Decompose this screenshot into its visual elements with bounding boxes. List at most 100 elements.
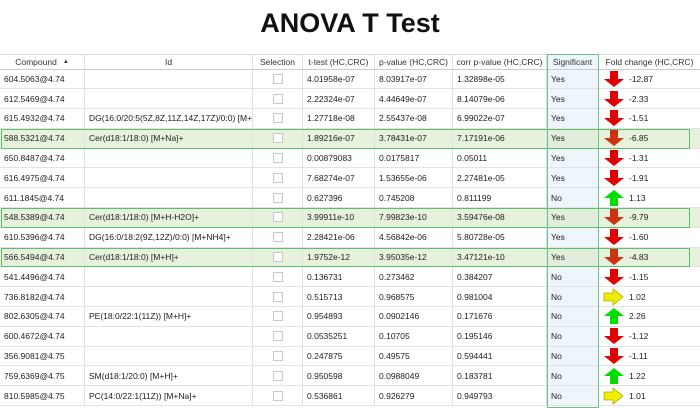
t-test-cell: 0.00879083 [303, 148, 375, 168]
table-row[interactable]: 616.4975@4.74 7.68274e-07 1.53655e-06 2.… [0, 168, 700, 189]
selection-cell [253, 128, 303, 148]
column-header-compound[interactable]: Compound ▲ [0, 55, 85, 69]
selection-checkbox[interactable] [272, 390, 283, 401]
id-cell [85, 188, 253, 208]
selection-checkbox[interactable] [272, 172, 283, 183]
selection-checkbox[interactable] [272, 93, 283, 104]
selection-checkbox[interactable] [272, 153, 283, 164]
table-row[interactable]: 650.8487@4.74 0.00879083 0.0175817 0.050… [0, 148, 700, 169]
selection-checkbox[interactable] [272, 252, 283, 263]
selection-cell [253, 168, 303, 188]
selection-checkbox[interactable] [272, 331, 283, 342]
table-row[interactable]: 566.5494@4.74 Cer(d18:1/18:0) [M+H]+ 1.9… [0, 247, 700, 268]
corr-p-value-cell: 0.981004 [453, 287, 547, 307]
corr-p-value-cell: 0.171676 [453, 307, 547, 326]
compound-cell: 810.5985@4.75 [0, 386, 85, 406]
table-row[interactable]: 611.1845@4.74 0.627396 0.745208 0.811199… [0, 188, 700, 209]
column-header-t-test[interactable]: t-test (HC,CRC) [303, 55, 375, 69]
table-row[interactable]: 604.5063@4.74 4.01958e-07 8.03917e-07 1.… [0, 69, 700, 90]
table-row[interactable]: 612.5469@4.74 2.22324e-07 4.44649e-07 8.… [0, 89, 700, 110]
selection-checkbox[interactable] [272, 291, 283, 302]
table-row[interactable]: 588.5321@4.74 Cer(d18:1/18:0) [M+Na]+ 1.… [0, 128, 700, 149]
compound-cell: 566.5494@4.74 [0, 247, 85, 267]
table-row[interactable]: 548.5389@4.74 Cer(d18:1/18:0) [M+H-H2O]+… [0, 208, 700, 228]
arrow-right-icon [603, 386, 624, 405]
selection-checkbox[interactable] [272, 311, 283, 322]
table-row[interactable]: 615.4932@4.74 DG(16:0/20:5(5Z,8Z,11Z,14Z… [0, 109, 700, 129]
column-header-p-value[interactable]: p-value (HC,CRC) [375, 55, 453, 69]
table-row[interactable]: 610.5396@4.74 DG(16:0/18:2(9Z,12Z)/0:0) … [0, 227, 700, 248]
corr-p-value-cell: 6.99022e-07 [453, 109, 547, 128]
t-test-cell: 4.01958e-07 [303, 69, 375, 89]
table-row[interactable]: 600.4672@4.74 0.0535251 0.10705 0.195146… [0, 326, 700, 347]
selection-checkbox[interactable] [272, 271, 283, 282]
fold-change-value: 1.22 [629, 370, 646, 381]
t-test-cell: 2.22324e-07 [303, 89, 375, 109]
table-row[interactable]: 541.4496@4.74 0.136731 0.273462 0.384207… [0, 267, 700, 288]
table-row[interactable]: 759.6369@4.75 SM(d18:1/20:0) [M+H]+ 0.95… [0, 366, 700, 387]
fold-change-value: -1.31 [629, 153, 649, 164]
p-value-cell: 7.99823e-10 [375, 208, 453, 227]
id-cell: PE(18:0/22:1(11Z)) [M+H]+ [85, 307, 253, 326]
fold-change-value: 2.26 [629, 311, 646, 322]
selection-cell [253, 346, 303, 366]
fold-change-cell: -6.85 [599, 129, 700, 148]
table-row[interactable]: 736.8182@4.74 0.515713 0.968575 0.981004… [0, 287, 700, 308]
column-header-fold-change[interactable]: Fold change (HC,CRC) [605, 56, 694, 67]
column-header-significant[interactable]: Significant [547, 55, 599, 69]
table-row[interactable]: 810.5985@4.75 PC(14:0/22:1(11Z)) [M+Na]+… [0, 386, 700, 407]
fold-change-cell: -4.83 [599, 248, 700, 267]
t-test-cell: 1.89216e-07 [303, 128, 375, 148]
fold-change-cell: -9.79 [599, 208, 700, 227]
id-cell: DG(16:0/20:5(5Z,8Z,11Z,14Z,17Z)/0:0) [M+… [85, 109, 253, 128]
fold-change-cell: -1.60 [599, 228, 700, 247]
column-header-id[interactable]: Id [85, 55, 253, 69]
selection-cell [253, 267, 303, 287]
fold-change-cell: 1.13 [599, 188, 700, 207]
p-value-cell: 0.49575 [375, 346, 453, 366]
t-test-cell: 0.536861 [303, 386, 375, 406]
compound-cell: 736.8182@4.74 [0, 287, 85, 307]
fold-change-value: -1.12 [629, 331, 649, 342]
corr-p-value-cell: 0.183781 [453, 366, 547, 386]
column-header-selection[interactable]: Selection [253, 55, 303, 69]
selection-checkbox[interactable] [272, 370, 283, 381]
selection-checkbox[interactable] [272, 133, 283, 144]
selection-checkbox[interactable] [272, 232, 283, 243]
selection-checkbox[interactable] [272, 212, 283, 223]
arrow-down-icon [604, 169, 624, 186]
t-test-cell: 0.954893 [303, 307, 375, 326]
p-value-cell: 0.0902146 [375, 307, 453, 326]
table-row[interactable]: 802.6305@4.74 PE(18:0/22:1(11Z)) [M+H]+ … [0, 307, 700, 327]
selection-checkbox[interactable] [272, 192, 283, 203]
table-header: Compound ▲ Id Selection t-test (HC,CRC) p… [0, 54, 700, 70]
fold-change-cell: 1.22 [599, 366, 700, 385]
fold-change-cell: -1.15 [599, 267, 700, 286]
id-cell: SM(d18:1/20:0) [M+H]+ [85, 366, 253, 386]
fold-change-value: 1.13 [629, 192, 646, 203]
id-cell [85, 168, 253, 188]
id-cell [85, 69, 253, 89]
significant-cell: Yes [547, 247, 599, 267]
fold-change-cell: -1.11 [599, 347, 700, 366]
compound-cell: 759.6369@4.75 [0, 366, 85, 386]
p-value-cell: 0.926279 [375, 386, 453, 406]
table-row[interactable]: 356.9081@4.75 0.247875 0.49575 0.594441 … [0, 346, 700, 367]
column-header-corr-p-value[interactable]: corr p-value (HC,CRC) [453, 55, 547, 69]
arrow-down-icon [604, 150, 624, 167]
p-value-cell: 3.95035e-12 [375, 247, 453, 267]
selection-cell [253, 386, 303, 406]
arrow-down-icon [604, 328, 624, 345]
selection-checkbox[interactable] [272, 73, 283, 84]
t-test-cell: 7.68274e-07 [303, 168, 375, 188]
id-cell: PC(14:0/22:1(11Z)) [M+Na]+ [85, 386, 253, 406]
selection-cell [253, 188, 303, 208]
compound-cell: 611.1845@4.74 [0, 188, 85, 208]
arrow-down-icon [604, 110, 624, 127]
compound-cell: 615.4932@4.74 [0, 109, 85, 128]
anova-results-table: Compound ▲ Id Selection t-test (HC,CRC) p… [0, 54, 700, 407]
selection-cell [253, 287, 303, 307]
selection-checkbox[interactable] [272, 351, 283, 362]
id-cell [85, 346, 253, 366]
selection-checkbox[interactable] [272, 113, 283, 124]
